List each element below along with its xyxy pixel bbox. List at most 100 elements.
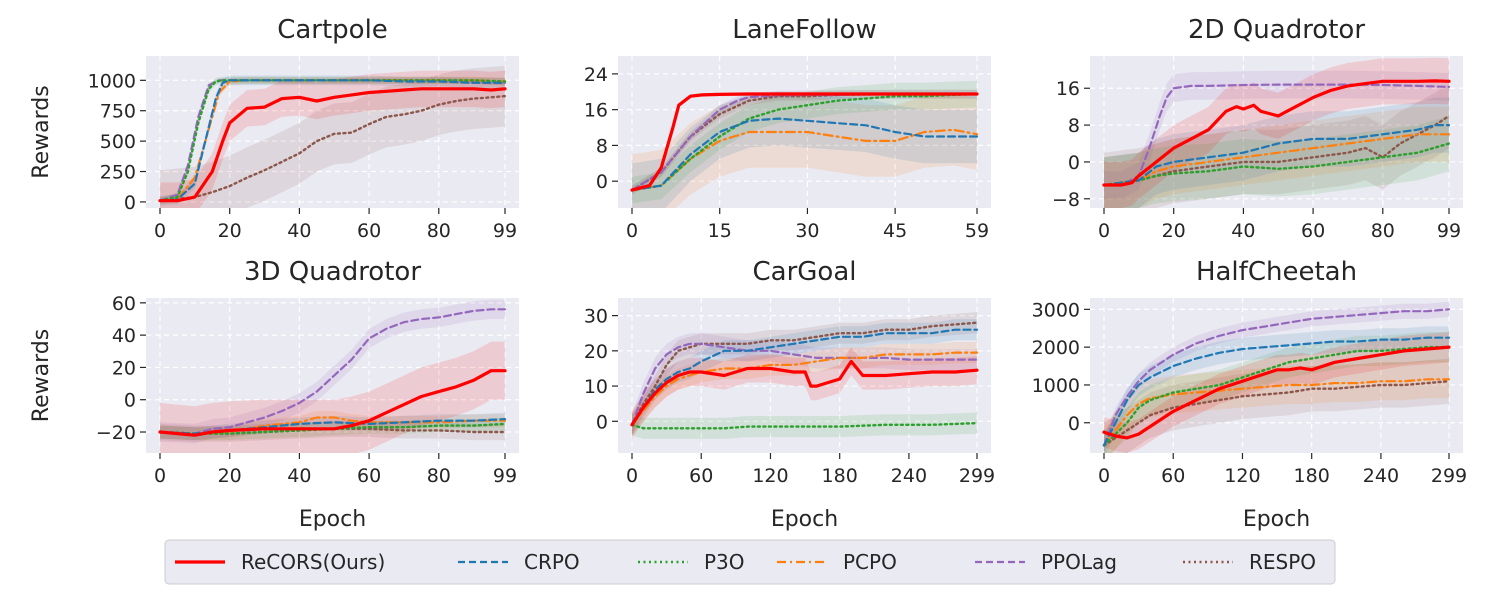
series-group [1102,301,1451,453]
legend-label-P3O: P3O [704,550,745,574]
band-PCPO [632,94,977,208]
band-PCPO [160,411,505,441]
x-axis-label: Epoch [299,507,366,532]
series-line-ReCORS [1102,345,1451,440]
series-line-PCPO [630,128,979,192]
y-axis-label: Rewards [29,329,54,422]
series-line-CRPO [1102,336,1451,447]
x-tick-label: 80 [1371,220,1395,242]
series-line-ReCORS [158,369,507,437]
x-tick-label: 20 [1162,220,1186,242]
band-ReCORS [160,70,505,208]
band-P3O [1104,332,1449,453]
chart-title: 3D Quadrotor [244,257,421,287]
y-tick-label: 750 [100,101,136,123]
y-tick-label: 8 [596,135,608,157]
series-line-P3O [630,92,979,192]
chart-title: CarGoal [753,257,857,287]
series-line-RESPO [630,321,979,426]
y-tick-label: 30 [584,306,608,328]
y-tick-label: 0 [124,192,136,214]
chart-panel-5: 0 60 120 180 240 299 0 1000 2000 3000 HalfCheetah E… [1032,257,1467,532]
band-PCPO [1104,106,1449,208]
y-tick-label: 60 [112,293,136,315]
x-tick-label: 60 [689,465,713,487]
x-tick-label: 0 [1098,220,1110,242]
y-tick-label: 0 [1068,152,1080,174]
legend-label-ReCORS: ReCORS(Ours) [241,550,385,574]
series-line-P3O [630,421,979,430]
x-axis-label: Epoch [771,507,838,532]
x-tick-label: 60 [357,465,381,487]
x-tick-label: 45 [883,220,907,242]
band-CRPO [632,91,977,208]
series-line-P3O [1102,345,1451,447]
series-line-ReCORS [158,87,507,203]
x-tick-label: 40 [287,220,311,242]
y-tick-label: 40 [112,325,136,347]
x-tick-label: 120 [752,465,788,487]
band-PPOLag [1104,70,1449,199]
y-tick-label: 16 [584,100,608,122]
x-tick-label: 299 [959,465,995,487]
series-line-PPOLag [158,308,507,435]
series-line-PPOLag [630,342,979,426]
y-tick-label: −20 [96,422,136,444]
legend-label-PCPO: PCPO [843,550,897,574]
band-P3O [1104,115,1449,208]
series-group [630,312,979,439]
band-PPOLag [160,299,505,444]
x-tick-label: 40 [287,465,311,487]
x-tick-label: 15 [708,220,732,242]
series-group [158,299,507,453]
legend-box [164,539,1336,585]
chart-panel-2: 0 20 40 60 80 99 −8 0 8 16 2D Quadrotor [1052,15,1463,242]
x-tick-label: 99 [493,465,517,487]
band-PPOLag [1104,301,1449,453]
series-line-P3O [1102,142,1451,187]
series-line-CRPO [1102,123,1451,187]
panels: 0 20 40 60 80 9902505007501000CartpoleRewards… [29,15,1467,532]
series-line-PCPO [630,351,979,426]
y-tick-label: 0 [1068,413,1080,435]
band-CRPO [160,412,505,441]
legend-label-CRPO: CRPO [524,550,580,574]
x-axis-label: Epoch [1243,507,1310,532]
y-tick-label: 250 [100,162,136,184]
x-tick-label: 40 [1231,220,1255,242]
x-tick-label: 0 [626,465,638,487]
chart-panel-3: 0 20 40 60 80 99 −20 0 20 40 60 3D Quadrotor Epoch Re… [29,257,519,532]
series-line-CRPO [630,117,979,192]
band-RESPO [1104,83,1449,208]
chart-title: HalfCheetah [1196,257,1357,287]
y-tick-label: 8 [1068,115,1080,137]
y-tick-label: 0 [124,390,136,412]
series-group [630,80,979,208]
chart-panel-4: 0 60 120 180 240 299 0 10 20 30 CarGoal Epoch [584,257,995,532]
legend-label-RESPO: RESPO [1249,550,1316,574]
band-PCPO [632,342,977,436]
x-tick-label: 180 [822,465,858,487]
y-tick-label: 0 [596,411,608,433]
x-tick-label: 80 [427,220,451,242]
series-line-ReCORS [630,92,979,192]
x-tick-label: 60 [357,220,381,242]
x-tick-label: 60 [1161,465,1185,487]
legend: ReCORS(Ours) CRPO P3O PCPO PPOLag RESPO [164,539,1336,585]
x-tick-label: 99 [1437,220,1461,242]
y-axis-label: Rewards [29,85,54,178]
y-tick-label: 16 [1056,78,1080,100]
x-tick-label: 0 [626,220,638,242]
series-line-PCPO [1102,133,1451,187]
series-group [1102,57,1451,208]
band-PPOLag [632,333,977,436]
series-line-ReCORS [630,359,979,427]
chart-title: LaneFollow [732,15,876,45]
y-tick-label: 1000 [88,70,136,92]
x-tick-label: 180 [1294,465,1330,487]
y-tick-label: 2000 [1032,337,1080,359]
y-tick-label: 20 [112,357,136,379]
series-line-PPOLag [1102,308,1451,447]
x-tick-label: 0 [154,465,166,487]
